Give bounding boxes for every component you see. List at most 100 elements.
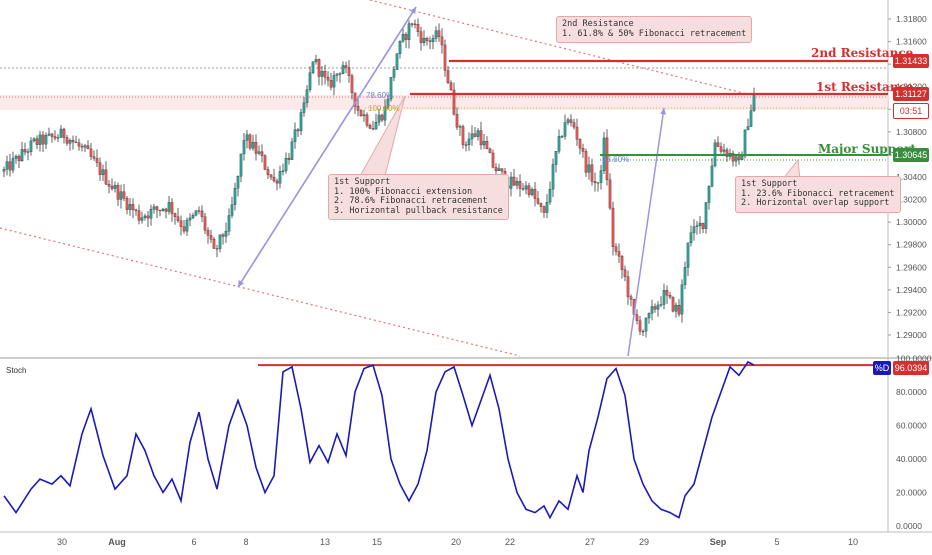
candle-body — [527, 185, 531, 195]
candle-body — [668, 295, 672, 298]
x-tick-label: 30 — [57, 537, 67, 547]
candle-body — [515, 181, 519, 186]
candle-body — [584, 151, 588, 173]
candle-body — [512, 176, 516, 186]
candle-body — [179, 220, 183, 227]
annotation-2nd-resistance: 2nd Resistance 1. 61.8% & 50% Fibonacci … — [556, 16, 753, 43]
candle-body — [35, 138, 39, 145]
candle-body — [539, 203, 543, 207]
candle-body — [518, 181, 522, 189]
candle-body — [569, 119, 573, 123]
candle-body — [653, 306, 657, 310]
candle-body — [110, 185, 114, 189]
x-tick-label: 5 — [774, 537, 779, 547]
candle-body — [473, 133, 477, 137]
candle-body — [191, 214, 195, 219]
candle-body — [83, 145, 87, 148]
candle-body — [326, 76, 330, 81]
candle-body — [719, 146, 723, 152]
candle-body — [233, 188, 237, 205]
candle-body — [341, 65, 345, 74]
candle-body — [332, 75, 336, 88]
x-tick-label: 6 — [191, 537, 196, 547]
candle-body — [746, 126, 750, 131]
candle-body — [662, 290, 666, 305]
candle-body — [455, 113, 459, 128]
candle-body — [644, 317, 648, 332]
candle-body — [152, 206, 156, 210]
countdown-tag: 03:51 — [893, 103, 929, 119]
candle-body — [674, 304, 678, 312]
candle-body — [128, 204, 132, 210]
candle-body — [410, 23, 414, 25]
candle-body — [485, 141, 489, 150]
stoch-value-tag: 96.0394 — [893, 361, 929, 375]
candle-body — [545, 201, 549, 213]
candle-body — [86, 145, 90, 150]
candle-body — [737, 156, 741, 160]
candle-body — [338, 73, 342, 75]
candle-body — [11, 158, 15, 171]
candle-body — [194, 210, 198, 216]
candle-body — [71, 140, 75, 143]
candle-body — [422, 37, 426, 43]
x-tick-label: 10 — [848, 537, 858, 547]
candle-body — [245, 134, 249, 141]
stoch-y-tick-label: 80.0000 — [896, 387, 927, 397]
candle-body — [482, 141, 486, 146]
candle-body — [296, 129, 300, 132]
x-tick-label: 27 — [585, 537, 595, 547]
candle-body — [362, 114, 366, 117]
candle-body — [524, 185, 528, 190]
candle-body — [50, 133, 54, 137]
candle-body — [314, 59, 318, 62]
candle-body — [392, 69, 396, 78]
candle-body — [494, 167, 498, 172]
candle-body — [350, 75, 354, 94]
candle-body — [617, 251, 621, 257]
candle-body — [119, 191, 123, 200]
candle-body — [371, 128, 375, 130]
candle-body — [626, 276, 630, 297]
x-tick-label: 20 — [451, 537, 461, 547]
x-tick-label: 29 — [639, 537, 649, 547]
candle-body — [176, 216, 180, 221]
candle-body — [689, 232, 693, 243]
arrow-up-right — [627, 107, 665, 357]
candle-body — [605, 137, 609, 180]
candle-body — [224, 231, 228, 237]
candle-body — [281, 170, 285, 172]
candle-body — [353, 92, 357, 107]
candle-body — [629, 296, 633, 300]
candle-body — [665, 290, 669, 296]
x-tick-label: 15 — [372, 537, 382, 547]
candle-body — [305, 89, 309, 104]
candle-body — [302, 102, 306, 113]
candle-body — [488, 148, 492, 154]
stoch-y-tick-label: 20.0000 — [896, 488, 927, 498]
candle-body — [299, 112, 303, 132]
candle-body — [416, 24, 420, 32]
channel-lower-line — [0, 227, 521, 357]
candle-body — [134, 209, 138, 211]
candle-body — [260, 151, 264, 156]
candle-body — [677, 304, 681, 315]
candle-body — [521, 188, 525, 190]
candle-body — [572, 122, 576, 128]
candle-body — [440, 36, 444, 46]
y-tick-label: 1.29600 — [896, 262, 927, 272]
candle-body — [434, 30, 438, 39]
candle-body — [254, 141, 258, 154]
candle-body — [2, 169, 6, 172]
candle-body — [587, 164, 591, 173]
candle-body — [227, 215, 231, 232]
candle-body — [56, 137, 60, 139]
candle-body — [335, 73, 339, 76]
candle-body — [146, 215, 150, 219]
candle-body — [743, 129, 747, 157]
candle-body — [509, 176, 513, 189]
candle-body — [716, 142, 720, 147]
candle-body — [731, 152, 735, 162]
